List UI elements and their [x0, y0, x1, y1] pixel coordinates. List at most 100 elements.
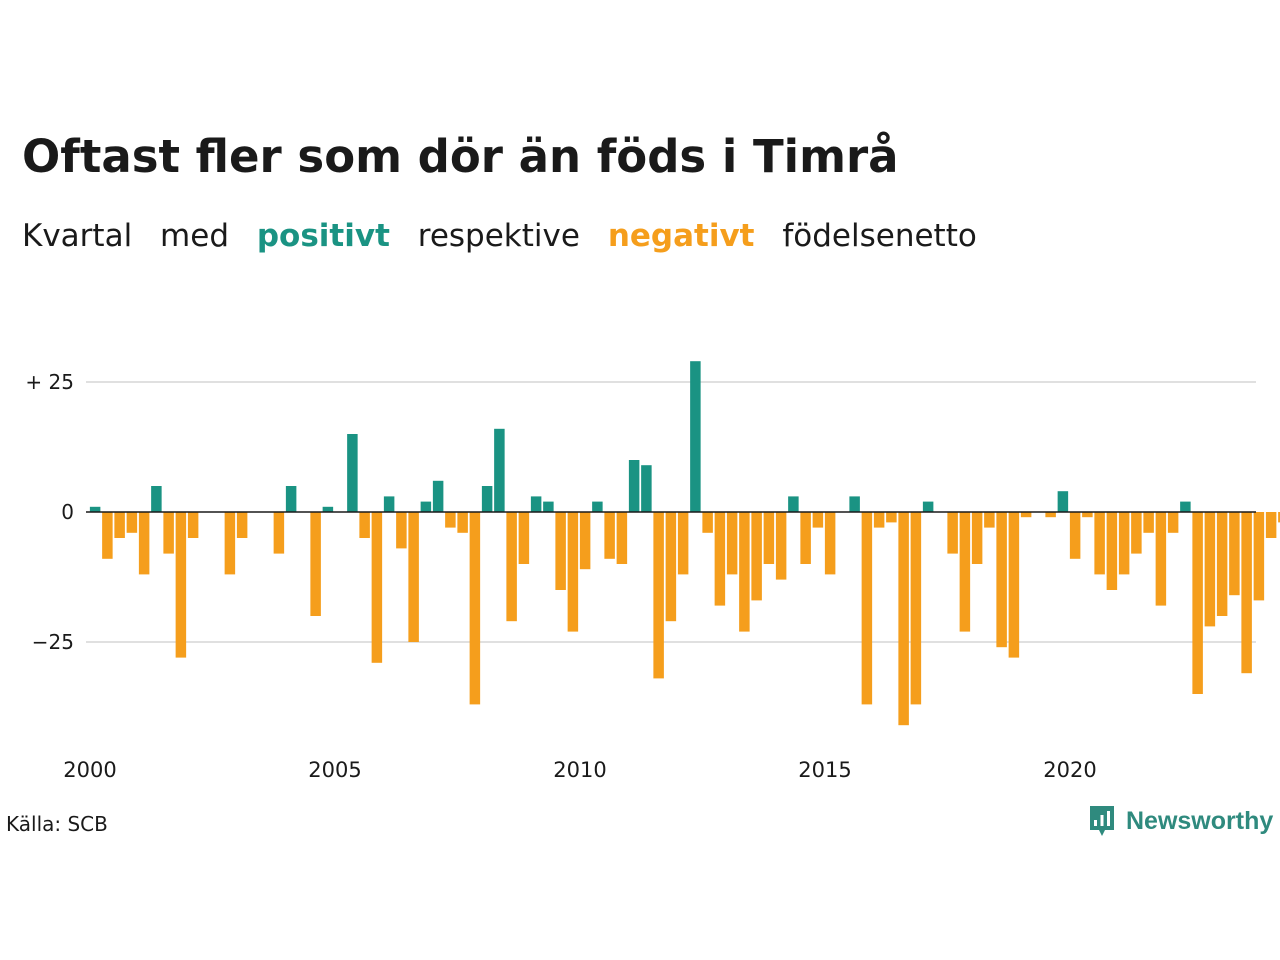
bar-2016-Q1 — [873, 512, 885, 528]
bar-2009-Q4 — [567, 512, 579, 632]
bar-2007-Q3 — [457, 512, 468, 533]
bar-2018-Q3 — [996, 512, 1007, 648]
bar-2018-Q4 — [1008, 512, 1020, 658]
bar-2017-Q3 — [947, 512, 958, 554]
bar-2007-Q4 — [469, 512, 481, 705]
bar-2012-Q4 — [714, 512, 726, 606]
bar-2005-Q2 — [347, 434, 358, 512]
bar-2019-Q3 — [1045, 512, 1056, 518]
bar-2001-Q1 — [138, 512, 150, 575]
bar-2016-Q3 — [898, 512, 909, 726]
bar-2007-Q1 — [432, 480, 444, 512]
x-tick-label: 2000 — [63, 758, 116, 782]
bar-2007-Q2 — [445, 512, 456, 528]
chart-subtitle: Kvartal med positivt respektive negativt… — [22, 218, 995, 254]
bar-2021-Q4 — [1155, 512, 1167, 606]
bar-2005-Q4 — [371, 512, 383, 663]
bar-2005-Q3 — [359, 512, 370, 538]
bar-2022-Q4 — [1204, 512, 1216, 627]
bar-2014-Q4 — [812, 512, 824, 528]
bar-2021-Q1 — [1118, 512, 1130, 575]
bar-2016-Q2 — [886, 512, 897, 523]
bar-2004-Q3 — [310, 512, 321, 616]
bar-2023-Q2 — [1229, 512, 1240, 596]
bar-2014-Q2 — [788, 496, 799, 512]
bar-2010-Q1 — [579, 512, 591, 570]
bar-2001-Q3 — [163, 512, 174, 554]
bar-2000-Q3 — [114, 512, 125, 538]
bar-2015-Q1 — [824, 512, 836, 575]
bar-2015-Q4 — [861, 512, 873, 705]
subtitle-word-med: med — [160, 218, 229, 254]
bar-2008-Q2 — [494, 428, 505, 512]
bar-2003-Q1 — [236, 512, 248, 538]
x-tick-label: 2020 — [1043, 758, 1096, 782]
subtitle-word-fodelsenetto: födelsenetto — [782, 218, 977, 254]
subtitle-negative-label: negativt — [607, 218, 755, 254]
bar-2004-Q1 — [285, 486, 297, 512]
bar-2014-Q1 — [775, 512, 787, 580]
x-tick-label: 2015 — [798, 758, 851, 782]
bar-2024-Q1 — [1265, 512, 1277, 538]
bar-2018-Q1 — [971, 512, 983, 564]
bar-2018-Q2 — [984, 512, 995, 528]
x-tick-label: 2005 — [308, 758, 361, 782]
y-tick-label: + 25 — [25, 370, 74, 394]
bar-2012-Q1 — [677, 512, 689, 575]
bar-2008-Q1 — [481, 486, 493, 512]
bar-2012-Q3 — [702, 512, 713, 533]
bar-2002-Q4 — [224, 512, 236, 575]
newsworthy-logo-icon — [1090, 806, 1114, 836]
bar-2021-Q3 — [1143, 512, 1154, 533]
bar-2015-Q3 — [849, 496, 860, 512]
bar-2019-Q4 — [1057, 491, 1069, 512]
bar-2008-Q3 — [506, 512, 517, 622]
x-tick-label: 2010 — [553, 758, 606, 782]
bar-2013-Q2 — [739, 512, 750, 632]
bar-2006-Q4 — [420, 501, 432, 512]
bar-chart: + 25 0 −25 2000 2005 2010 2015 2020 — [25, 361, 1280, 782]
bar-2000-Q1 — [89, 506, 101, 512]
brand-logo: Newsworthy — [1088, 804, 1273, 838]
bar-2013-Q1 — [726, 512, 738, 575]
bar-2011-Q1 — [628, 460, 640, 512]
bar-2009-Q3 — [555, 512, 566, 590]
brand-name: Newsworthy — [1126, 806, 1274, 835]
grid-layer — [86, 381, 1256, 643]
bar-2021-Q2 — [1131, 512, 1142, 554]
bar-2023-Q1 — [1216, 512, 1228, 616]
bar-2008-Q4 — [518, 512, 530, 564]
y-tick-label: −25 — [32, 630, 74, 654]
bar-2020-Q4 — [1106, 512, 1118, 590]
bar-2011-Q4 — [665, 512, 677, 622]
bar-2001-Q4 — [175, 512, 187, 658]
bar-2009-Q2 — [543, 501, 554, 512]
bar-2010-Q4 — [616, 512, 628, 564]
bar-2020-Q3 — [1094, 512, 1105, 575]
bar-2011-Q2 — [641, 465, 652, 512]
bar-2023-Q4 — [1253, 512, 1265, 601]
bar-2010-Q2 — [592, 501, 603, 512]
bar-2022-Q1 — [1167, 512, 1179, 533]
y-tick-label: 0 — [61, 500, 74, 524]
subtitle-word-respektive: respektive — [417, 218, 580, 254]
bar-2014-Q3 — [800, 512, 811, 564]
bar-2006-Q3 — [408, 512, 419, 642]
bar-2010-Q3 — [604, 512, 615, 559]
bar-2012-Q2 — [690, 361, 701, 512]
bar-2016-Q4 — [910, 512, 922, 705]
bar-2023-Q3 — [1241, 512, 1252, 674]
bar-2000-Q2 — [102, 512, 113, 559]
bar-2009-Q1 — [530, 496, 542, 512]
bar-2001-Q2 — [151, 486, 162, 512]
bars-layer — [89, 361, 1280, 726]
subtitle-positive-label: positivt — [256, 218, 390, 254]
bar-2002-Q1 — [187, 512, 199, 538]
bar-2013-Q4 — [763, 512, 775, 564]
bar-2017-Q4 — [959, 512, 971, 632]
bar-2006-Q1 — [383, 496, 395, 512]
source-note: Källa: SCB — [6, 812, 108, 836]
bar-2024-Q2 — [1278, 512, 1280, 523]
bar-2019-Q1 — [1020, 512, 1032, 518]
bar-2020-Q1 — [1069, 512, 1081, 559]
